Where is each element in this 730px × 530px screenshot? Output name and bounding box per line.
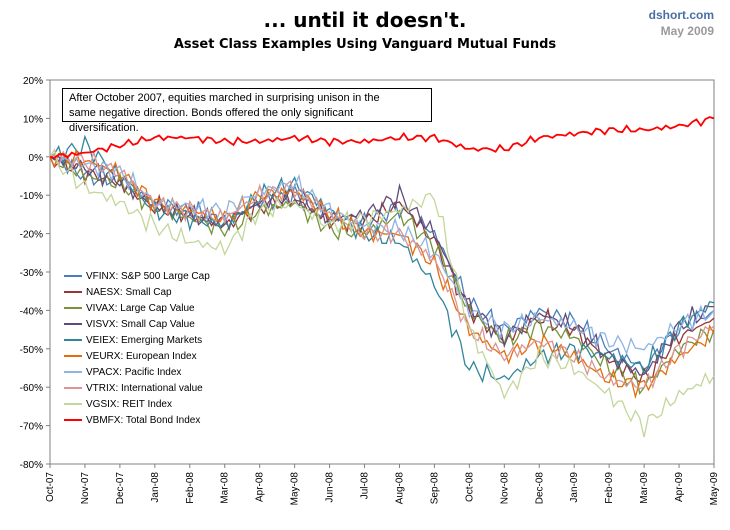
series-line: [49, 149, 715, 390]
x-tick-label: Nov-07: [80, 472, 91, 505]
legend-swatch: [64, 387, 82, 389]
chart-title: ... until it doesn't.: [263, 8, 467, 32]
y-tick-label: -50%: [20, 345, 43, 356]
x-tick-label: Dec-08: [534, 472, 545, 505]
legend-entry: VPACX: Pacific Index: [64, 364, 224, 380]
chart-subtitle: Asset Class Examples Using Vanguard Mutu…: [173, 37, 557, 52]
series-line: [49, 153, 715, 356]
x-tick-label: Apr-09: [674, 472, 685, 502]
legend-label: VGSIX: REIT Index: [86, 398, 172, 410]
x-tick-label: Apr-08: [255, 472, 266, 502]
legend-label: VBMFX: Total Bond Index: [86, 414, 201, 426]
legend-entry: VEIEX: Emerging Markets: [64, 332, 224, 348]
legend-label: VPACX: Pacific Index: [86, 366, 182, 378]
legend-entry: NAESX: Small Cap: [64, 284, 224, 300]
x-tick-label: May-08: [290, 472, 301, 506]
legend-entry: VEURX: European Index: [64, 348, 224, 364]
series-line: [49, 156, 715, 371]
legend-entry: VBMFX: Total Bond Index: [64, 412, 224, 428]
x-tick-label: Jul-08: [360, 472, 371, 500]
x-tick-label: Feb-09: [604, 472, 615, 504]
y-tick-label: -60%: [20, 383, 43, 394]
legend-label: VFINX: S&P 500 Large Cap: [86, 270, 210, 282]
x-tick-label: Oct-08: [464, 472, 475, 502]
x-tick-label: Mar-08: [220, 472, 231, 504]
x-tick-label: Feb-08: [185, 472, 196, 504]
series-line: [49, 148, 715, 438]
legend-swatch: [64, 291, 82, 293]
annotation-line-2: same negative direction. Bonds offered t…: [69, 107, 354, 134]
annotation-box: After October 2007, equities marched in …: [62, 88, 432, 134]
legend-swatch: [64, 371, 82, 373]
y-tick-label: -30%: [20, 268, 43, 279]
legend-label: NAESX: Small Cap: [86, 286, 172, 298]
legend-label: VEURX: European Index: [86, 350, 197, 362]
series-line: [49, 134, 715, 384]
y-tick-label: -70%: [20, 422, 43, 433]
x-tick-label: May-09: [709, 472, 720, 506]
legend-swatch: [64, 419, 82, 421]
legend-label: VISVX: Small Cap Value: [86, 318, 195, 330]
legend-entry: VFINX: S&P 500 Large Cap: [64, 268, 224, 284]
y-tick-label: 10%: [23, 114, 43, 125]
legend-entry: VTRIX: International value: [64, 380, 224, 396]
x-tick-label: Aug-08: [394, 472, 405, 505]
legend-swatch: [64, 275, 82, 277]
x-tick-label: Dec-07: [115, 472, 126, 505]
legend-swatch: [64, 339, 82, 341]
x-tick-label: Jun-08: [325, 472, 336, 503]
legend-entry: VIVAX: Large Cap Value: [64, 300, 224, 316]
series-line: [49, 116, 715, 159]
y-tick-label: -40%: [20, 306, 43, 317]
y-tick-label: -80%: [20, 460, 43, 471]
legend-label: VIVAX: Large Cap Value: [86, 302, 195, 314]
x-tick-label: Nov-08: [499, 472, 510, 505]
plot-area: [49, 79, 715, 465]
legend-swatch: [64, 355, 82, 357]
x-tick-label: Oct-07: [45, 472, 56, 502]
x-tick-label: Sep-08: [429, 472, 440, 505]
y-tick-label: 0%: [29, 153, 44, 164]
y-tick-label: -10%: [20, 191, 43, 202]
x-tick-label: Jan-08: [150, 472, 161, 503]
x-tick-label: Mar-09: [639, 472, 650, 504]
y-tick-label: -20%: [20, 230, 43, 241]
legend: VFINX: S&P 500 Large Cap NAESX: Small Cap…: [64, 268, 224, 428]
x-tick-label: Jan-09: [569, 472, 580, 503]
legend-swatch: [64, 403, 82, 405]
y-tick-label: 20%: [23, 76, 43, 87]
legend-entry: VGSIX: REIT Index: [64, 396, 224, 412]
legend-label: VTRIX: International value: [86, 382, 203, 394]
legend-swatch: [64, 323, 82, 325]
legend-label: VEIEX: Emerging Markets: [86, 334, 203, 346]
legend-swatch: [64, 307, 82, 309]
annotation-line-1: After October 2007, equities marched in …: [69, 92, 380, 104]
date-label: May 2009: [660, 24, 714, 38]
legend-entry: VISVX: Small Cap Value: [64, 316, 224, 332]
source-label: dshort.com: [648, 8, 714, 22]
